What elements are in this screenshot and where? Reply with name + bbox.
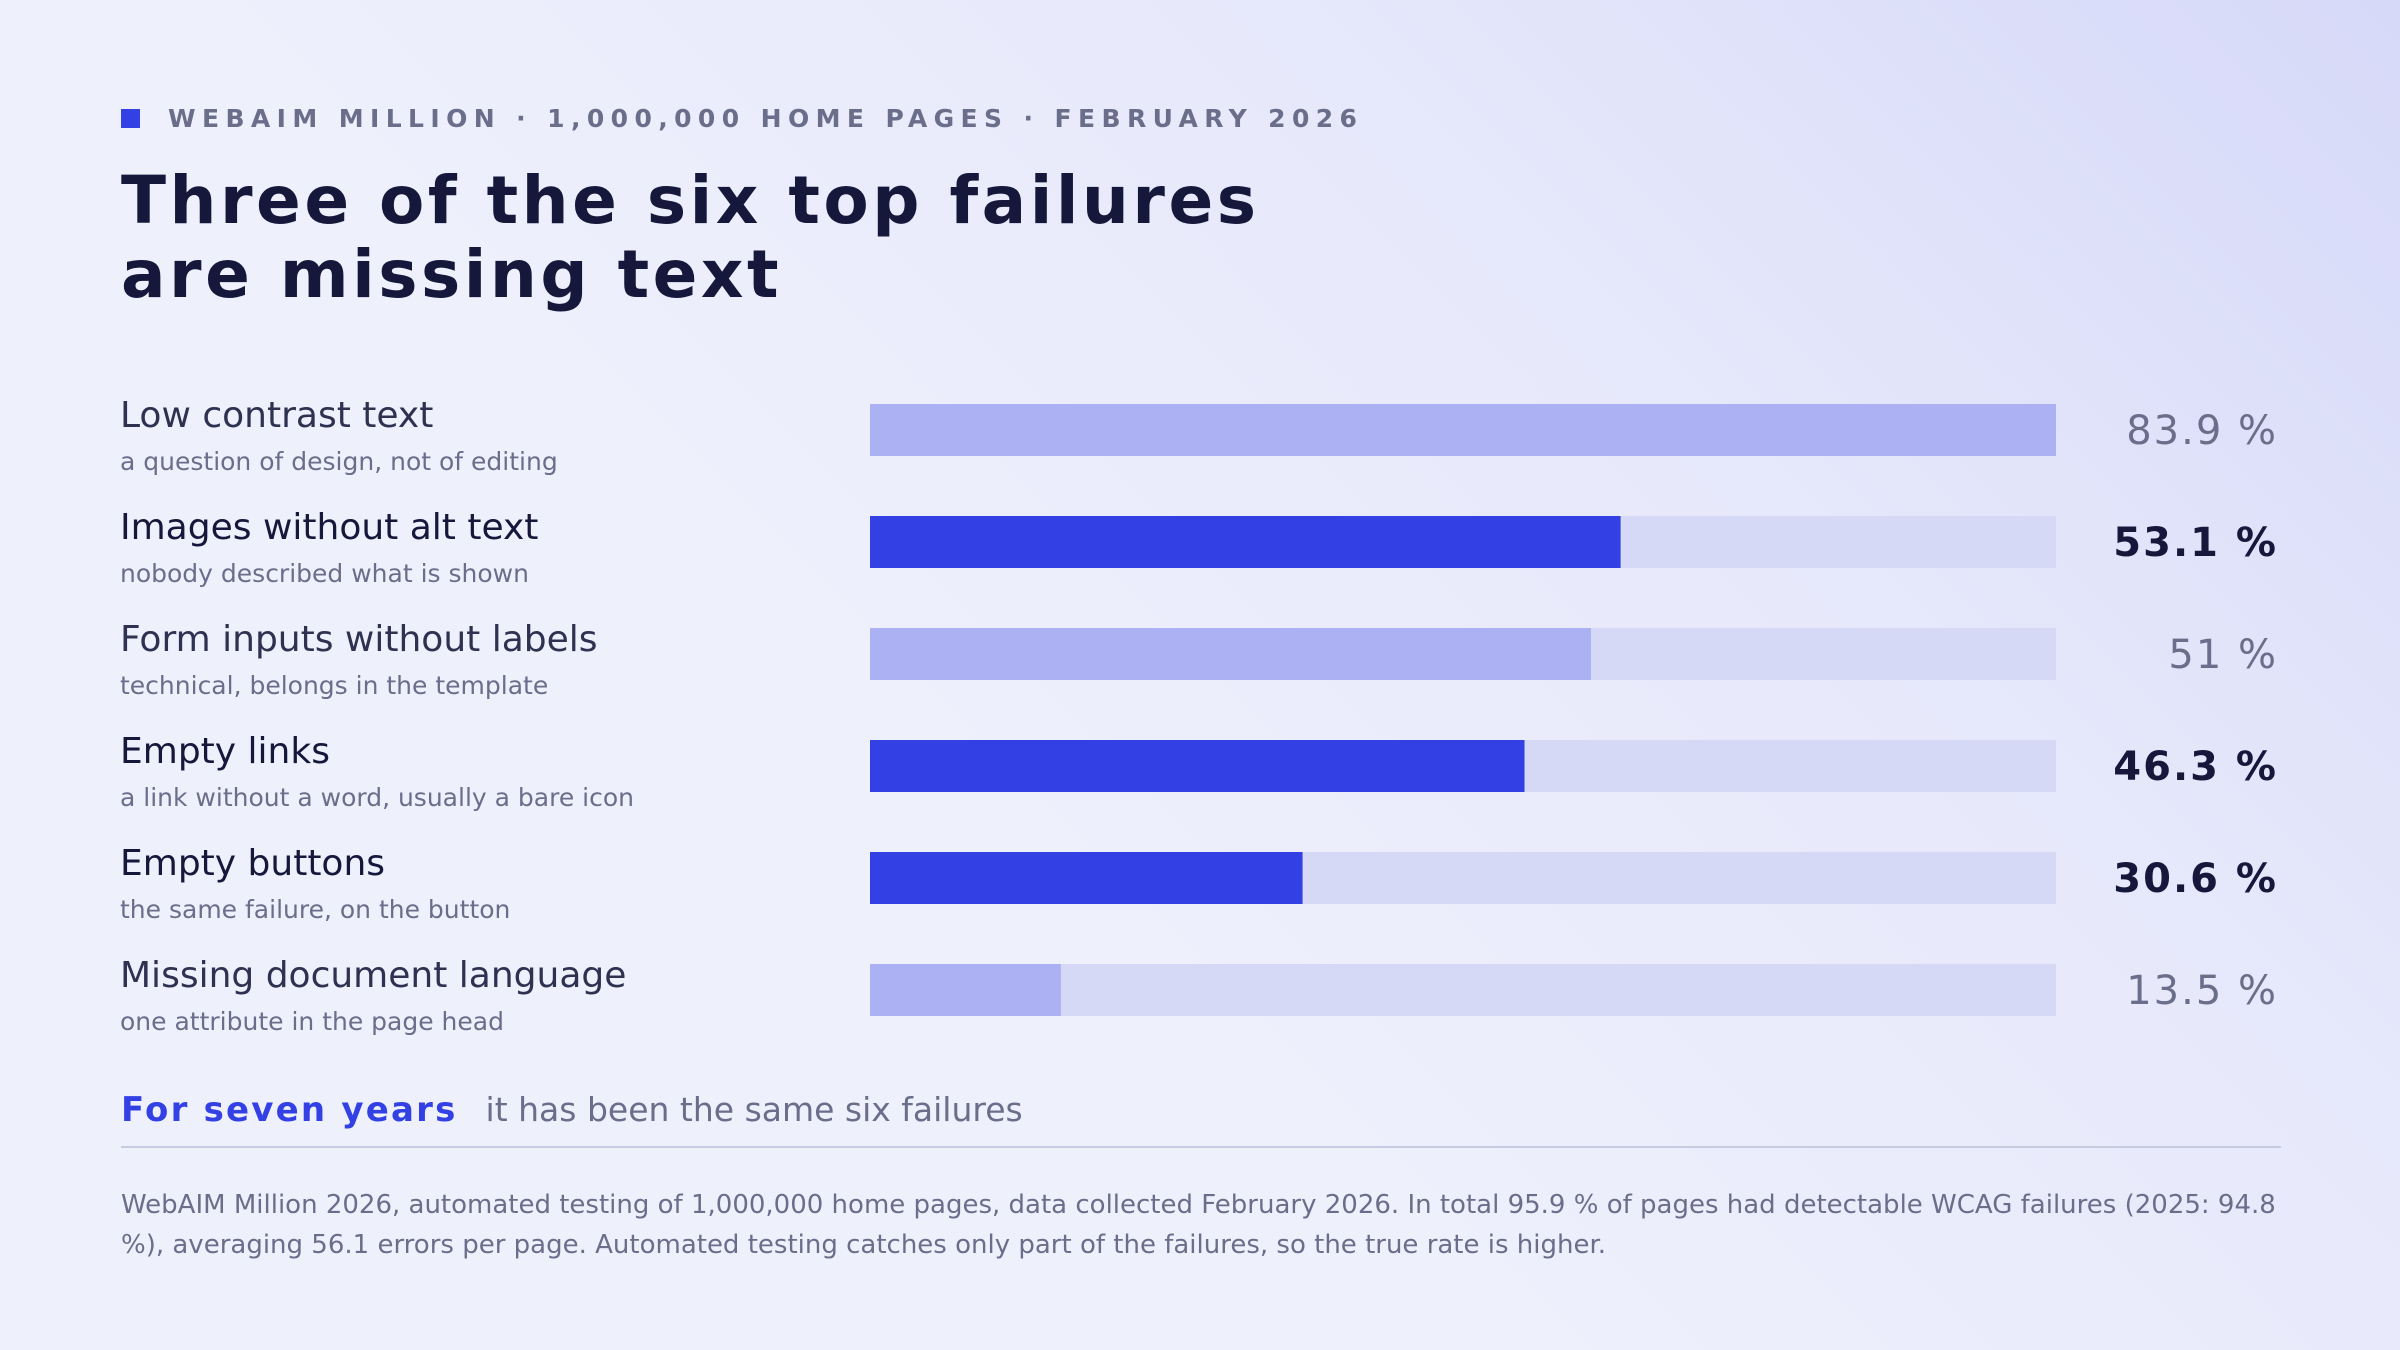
category-label: Low contrast text xyxy=(120,395,433,436)
category-subtitle: one attribute in the page head xyxy=(120,1007,504,1036)
divider xyxy=(121,1146,2281,1148)
category-subtitle: the same failure, on the button xyxy=(120,895,510,924)
page-title: Three of the six top failures are missin… xyxy=(121,164,1260,312)
bar-track xyxy=(870,964,2056,1016)
category-subtitle: technical, belongs in the template xyxy=(120,671,548,700)
footer-rest: it has been the same six failures xyxy=(485,1090,1023,1129)
value-label: 83.9 % xyxy=(2126,408,2278,454)
category-label: Images without alt text xyxy=(120,507,538,548)
value-label: 13.5 % xyxy=(2126,968,2278,1014)
bar xyxy=(870,852,1303,904)
bar xyxy=(870,628,1591,680)
bar xyxy=(870,964,1061,1016)
category-label: Empty links xyxy=(120,731,330,772)
category-subtitle: a link without a word, usually a bare ic… xyxy=(120,783,634,812)
value-label: 51 % xyxy=(2168,632,2278,678)
footer-accent: For seven years xyxy=(121,1090,458,1130)
category-label: Missing document language xyxy=(120,955,626,996)
bar-chart: Low contrast text a question of design, n… xyxy=(120,395,2278,1036)
footer-headline: For seven years it has been the same six… xyxy=(121,1090,2281,1130)
source-note: WebAIM Million 2026, automated testing o… xyxy=(121,1190,2276,1260)
value-label: 53.1 % xyxy=(2113,520,2278,566)
bar xyxy=(870,404,2056,456)
title-line-1: Three of the six top failures xyxy=(121,162,1260,239)
category-label: Form inputs without labels xyxy=(120,619,598,660)
bar xyxy=(870,516,1621,568)
category-subtitle: nobody described what is shown xyxy=(120,559,529,588)
eyebrow-text: WEBAIM MILLION · 1,000,000 HOME PAGES · … xyxy=(168,104,1364,133)
category-subtitle: a question of design, not of editing xyxy=(120,447,558,476)
title-line-2: are missing text xyxy=(121,236,783,313)
category-label: Empty buttons xyxy=(120,843,385,884)
accent-square-icon xyxy=(121,109,140,128)
value-label: 46.3 % xyxy=(2113,744,2278,790)
eyebrow: WEBAIM MILLION · 1,000,000 HOME PAGES · … xyxy=(121,104,1363,133)
bar xyxy=(870,740,1525,792)
value-label: 30.6 % xyxy=(2113,856,2278,902)
